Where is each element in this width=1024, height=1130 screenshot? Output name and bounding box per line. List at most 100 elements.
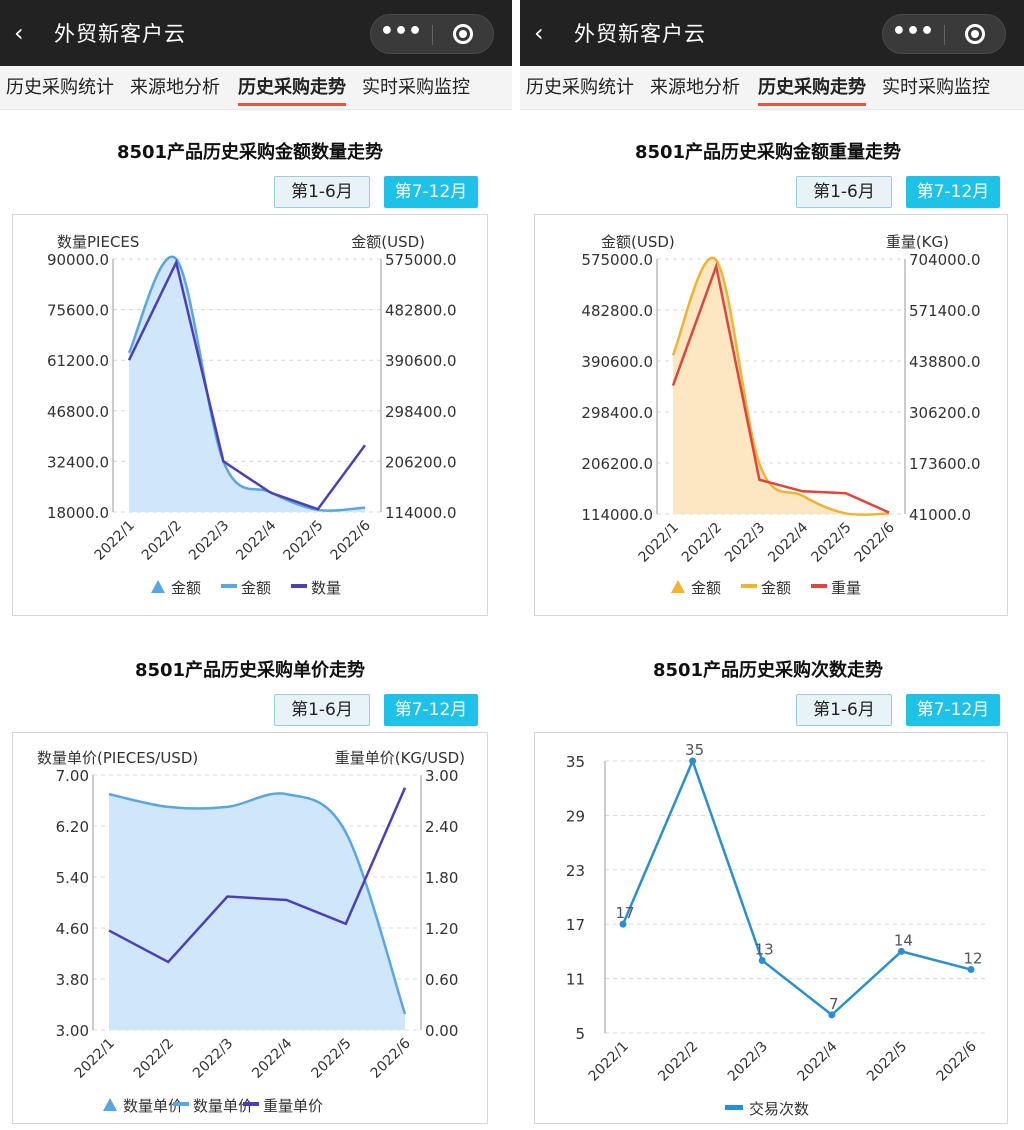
more-dots-icon[interactable]: •••	[379, 19, 423, 44]
capsule-menu: •••	[370, 14, 494, 54]
toggle-first-half-qty[interactable]: 第1-6月	[274, 176, 370, 208]
nav-bar: ‹ 外贸新客户云 •••	[0, 0, 512, 66]
left-tick-label: 3.00	[56, 1022, 89, 1040]
toggle-second-half-weight[interactable]: 第7-12月	[906, 176, 1000, 208]
right-tick-label: 306200.0	[909, 404, 981, 422]
chart-panel-weight: 575000.0 704000.0 482800.0 571400.0 390600.0…	[534, 214, 1008, 616]
right-tick-label: 206200.0	[385, 453, 457, 471]
right-tick-label: 438800.0	[909, 353, 981, 371]
x-tick-label: 2022/2	[131, 1036, 177, 1082]
legend-line-icon	[221, 584, 237, 588]
x-tick-label: 2022/5	[280, 518, 326, 564]
right-tick-label: 114000.0	[385, 504, 457, 522]
right-tick-label: 3.00	[425, 767, 458, 785]
series-area-金额	[129, 256, 365, 512]
legend-line-icon	[725, 1105, 743, 1110]
legend-label: 金额	[761, 579, 791, 597]
toggle-first-half-weight[interactable]: 第1-6月	[796, 176, 892, 208]
series-line-交易次数	[621, 757, 972, 1017]
tab-origin-analysis[interactable]: 来源地分析	[650, 77, 740, 98]
right-tick-label: 571400.0	[909, 302, 981, 320]
chart-svg-weight: 575000.0 704000.0 482800.0 571400.0 390600.0…	[581, 233, 981, 597]
y-tick-label: 35	[566, 753, 585, 771]
legend-label: 金额	[241, 579, 271, 597]
tab-history-stats[interactable]: 历史采购统计	[6, 77, 114, 98]
right-tick-label: 2.40	[425, 818, 458, 836]
close-button[interactable]	[433, 15, 493, 53]
left-axis-title: 数量PIECES	[57, 233, 139, 251]
x-tick-label: 2022/4	[794, 1038, 840, 1084]
x-tick-label: 2022/3	[186, 518, 232, 564]
legend-line-icon	[291, 584, 307, 588]
data-label: 14	[894, 931, 913, 949]
left-tick-label: 298400.0	[581, 404, 653, 422]
tab-bar: 历史采购统计 来源地分析 历史采购走势 实时采购监控	[0, 66, 512, 110]
series-line-数量	[127, 258, 367, 511]
capsule-divider	[432, 25, 433, 45]
data-point	[897, 947, 905, 955]
x-tick-label: 2022/5	[864, 1039, 910, 1085]
right-tick-label: 482800.0	[385, 302, 457, 320]
x-tick-label: 2022/4	[249, 1035, 295, 1081]
x-tick-label: 2022/3	[722, 520, 768, 566]
data-point	[619, 920, 627, 928]
legend-label: 金额	[691, 579, 721, 597]
chevron-left-icon[interactable]: ‹	[14, 19, 24, 47]
right-tick-label: 704000.0	[909, 251, 981, 269]
left-tick-label: 46800.0	[47, 403, 109, 421]
left-tick-label: 6.20	[56, 818, 89, 836]
x-tick-label: 2022/1	[586, 1039, 632, 1085]
chart-title-qty: 8501产品历史采购金额数量走势	[116, 142, 384, 163]
tab-realtime-monitor[interactable]: 实时采购监控	[882, 77, 990, 98]
left-axis-title: 数量单价(PIECES/USD)	[37, 749, 198, 767]
left-tick-label: 4.60	[56, 920, 89, 938]
chevron-left-icon[interactable]: ‹	[534, 19, 544, 47]
right-tick-label: 298400.0	[385, 403, 457, 421]
right-tick-label: 173600.0	[909, 455, 981, 473]
tab-history-stats[interactable]: 历史采购统计	[526, 77, 634, 98]
left-tick-label: 61200.0	[47, 352, 109, 370]
data-label: 17	[615, 904, 634, 922]
chart-panel-qty: 90000.0 575000.0 75600.0 482800.0 61200.0 390…	[12, 214, 488, 616]
legend-triangle-icon	[103, 1098, 117, 1111]
x-tick-label: 2022/2	[139, 518, 185, 564]
tab-history-trend[interactable]: 历史采购走势	[758, 77, 866, 106]
chart-title-price: 8501产品历史采购单价走势	[134, 660, 366, 681]
toggle-first-half-count[interactable]: 第1-6月	[796, 694, 892, 726]
series-area-数量单价	[109, 793, 405, 1030]
legend-triangle-icon	[151, 580, 165, 593]
capsule-divider	[944, 25, 945, 45]
tab-realtime-monitor[interactable]: 实时采购监控	[362, 77, 470, 98]
toggle-second-half-count[interactable]: 第7-12月	[906, 694, 1000, 726]
left-tick-label: 114000.0	[581, 506, 653, 524]
data-label: 13	[755, 940, 774, 958]
data-point	[828, 1011, 836, 1019]
y-tick-label: 17	[566, 916, 585, 934]
x-tick-label: 2022/4	[765, 519, 811, 565]
toggle-first-half-price[interactable]: 第1-6月	[274, 694, 370, 726]
y-tick-label: 11	[566, 971, 585, 989]
y-tick-label: 29	[566, 807, 585, 825]
legend-line-icon	[741, 584, 757, 588]
more-dots-icon[interactable]: •••	[891, 19, 935, 44]
left-tick-label: 5.40	[56, 869, 89, 887]
data-point	[967, 966, 975, 974]
app-title: 外贸新客户云	[54, 22, 186, 46]
toggle-second-half-price[interactable]: 第7-12月	[384, 694, 478, 726]
tab-history-trend[interactable]: 历史采购走势	[238, 77, 346, 106]
x-tick-label: 2022/1	[636, 520, 682, 566]
close-button[interactable]	[945, 15, 1005, 53]
data-point	[758, 956, 766, 964]
left-tick-label: 206200.0	[581, 455, 653, 473]
left-tick-label: 18000.0	[47, 504, 109, 522]
left-tick-label: 7.00	[56, 767, 89, 785]
chart-panel-count: 35 29 23 17 11 5 17 35 13 7 14 12 2022/1 2022/2 2022/3…	[534, 732, 1008, 1124]
right-tick-label: 390600.0	[385, 352, 457, 370]
x-tick-label: 2022/3	[725, 1039, 771, 1085]
x-tick-label: 2022/2	[679, 520, 725, 566]
tab-origin-analysis[interactable]: 来源地分析	[130, 77, 220, 98]
x-tick-label: 2022/1	[72, 1036, 118, 1082]
left-tick-label: 75600.0	[47, 302, 109, 320]
toggle-second-half-qty[interactable]: 第7-12月	[384, 176, 478, 208]
left-tick-label: 3.80	[56, 971, 89, 989]
